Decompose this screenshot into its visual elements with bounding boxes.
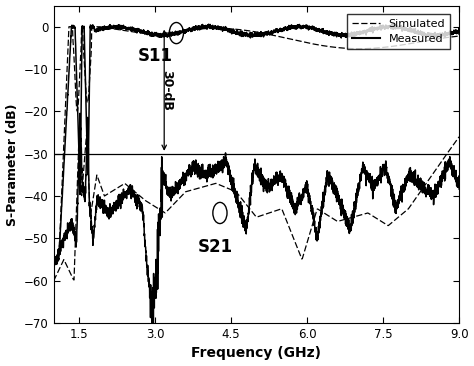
Text: S21: S21 xyxy=(198,238,233,256)
Text: 30-dB: 30-dB xyxy=(160,70,173,111)
Y-axis label: S-Parameter (dB): S-Parameter (dB) xyxy=(6,103,18,225)
Text: S11: S11 xyxy=(137,47,173,66)
X-axis label: Frequency (GHz): Frequency (GHz) xyxy=(191,347,321,361)
Legend: Simulated, Measured: Simulated, Measured xyxy=(347,14,449,49)
